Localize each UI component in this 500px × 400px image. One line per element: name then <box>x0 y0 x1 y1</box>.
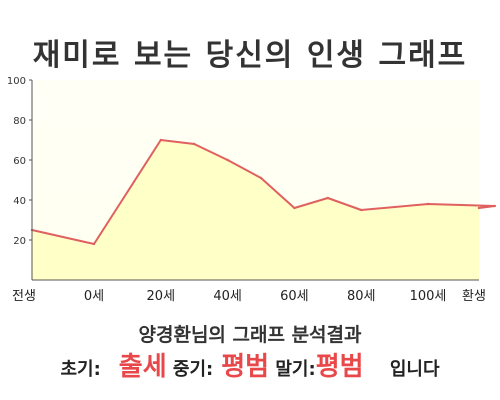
middle-value: 평범 <box>221 352 270 382</box>
data-point <box>426 202 430 206</box>
x-tick-label: 0세 <box>84 289 104 304</box>
data-point <box>193 142 196 146</box>
x-tick-label: 100세 <box>410 289 447 304</box>
data-point <box>159 138 162 142</box>
life-graph-chart: 20 40 60 80 100 전생 0세 20세 40세 60세 80세 100세 환생 <box>7 76 496 304</box>
data-point <box>477 206 481 210</box>
early-label: 초기: <box>60 359 101 380</box>
result-suffix: 입니다 <box>389 359 440 380</box>
y-tick-label: 80 <box>13 116 26 127</box>
late-label: 말기: <box>275 359 316 380</box>
late-value: 평범 <box>315 352 364 382</box>
data-point <box>92 242 96 246</box>
x-tick-label: 80세 <box>347 289 376 304</box>
data-point <box>259 176 263 180</box>
data-point <box>493 204 496 208</box>
y-tick-label: 20 <box>13 236 26 247</box>
y-tick-label: 100 <box>7 76 26 87</box>
result-heading: 양경환님의 그래프 분석결과 <box>138 324 362 346</box>
data-point <box>226 158 229 162</box>
x-tick-label: 20세 <box>147 289 176 304</box>
y-tick-label: 40 <box>13 196 26 207</box>
result-line: 초기: 출세 중기: 평범 말기:평범 입니다 <box>0 346 500 383</box>
y-tick-label: 60 <box>13 156 26 167</box>
x-tick-label: 환생 <box>462 289 486 304</box>
series-line <box>31 139 496 245</box>
middle-label: 중기: <box>172 359 214 380</box>
x-tick-label: 40세 <box>213 289 242 304</box>
x-tick-label: 60세 <box>280 289 309 304</box>
data-point <box>293 206 296 210</box>
chart-title: 재미로 보는 당신의 인생 그래프 <box>32 38 468 73</box>
x-tick-label: 전생 <box>12 289 36 304</box>
early-value: 출세 <box>118 352 167 382</box>
series-area <box>32 140 495 280</box>
data-point <box>326 196 329 200</box>
data-point <box>360 208 363 212</box>
